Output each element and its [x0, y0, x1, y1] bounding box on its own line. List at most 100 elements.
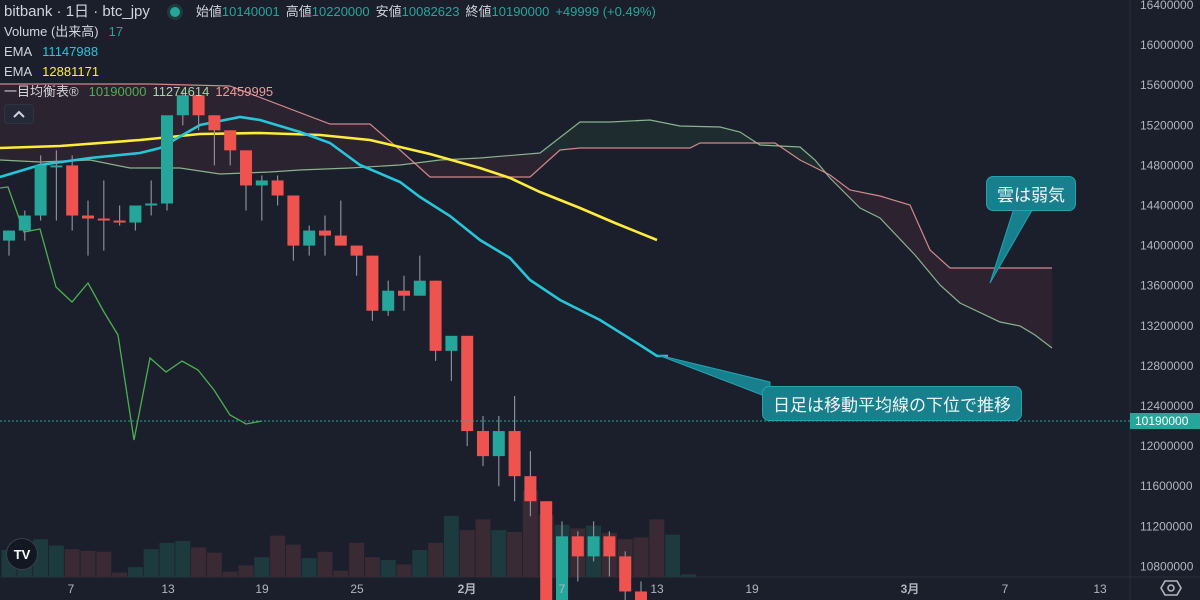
ema-slow-legend[interactable]: EMA 12881171: [4, 62, 656, 82]
candle-body: [224, 130, 237, 151]
chevron-up-icon: [13, 110, 25, 118]
symbol-title: bitbank · 1日 · btc_jpy: [4, 3, 150, 20]
chart-legend: bitbank · 1日 · btc_jpy 始値 10140001 高値 1022…: [4, 2, 656, 102]
candle-body: [571, 536, 584, 557]
candle-body: [382, 290, 395, 311]
high-label: 高値: [285, 4, 312, 19]
volume-bar: [633, 537, 649, 577]
volume-bar: [254, 557, 270, 577]
price-tick: 16400000: [1140, 0, 1194, 12]
volume-label: Volume (出来高): [4, 24, 99, 39]
time-tick: 7: [559, 582, 566, 596]
ichimoku-label: 一目均衡表®: [4, 84, 79, 99]
volume-bar: [143, 549, 159, 577]
ema-fast-legend[interactable]: EMA 11147988: [4, 42, 656, 62]
price-tick: 16000000: [1140, 38, 1194, 52]
volume-value: 17: [108, 24, 124, 39]
volume-bar: [649, 519, 665, 577]
volume-bar: [301, 558, 317, 577]
volume-legend[interactable]: Volume (出来高) 17: [4, 22, 656, 42]
volume-bar: [380, 559, 396, 577]
candle-body: [255, 180, 268, 186]
low-label: 安値: [375, 4, 402, 19]
volume-bar: [428, 542, 444, 577]
ichimoku-cloud: [0, 83, 1053, 349]
collapse-legend-button[interactable]: [4, 104, 34, 124]
ema-fast-line: [0, 115, 668, 358]
volume-bar: [127, 567, 143, 577]
high-value: 10220000: [311, 4, 370, 19]
cloud-note-callout[interactable]: 雲は弱気: [986, 176, 1076, 211]
time-tick: 13: [650, 582, 664, 596]
candle-body: [3, 230, 15, 241]
time-tick: 3月: [901, 582, 920, 596]
tradingview-logo[interactable]: TV: [6, 538, 38, 570]
volume-bar: [64, 549, 80, 577]
candle-body: [429, 280, 442, 351]
time-tick: 19: [255, 582, 269, 596]
candle-body: [366, 255, 379, 311]
candle-body: [508, 431, 521, 477]
price-tick: 11600000: [1140, 479, 1193, 493]
open-value: 10140001: [221, 4, 280, 19]
candle-body: [129, 205, 142, 223]
candle-body: [208, 115, 221, 131]
candle-body: [445, 335, 458, 351]
candle-body: [18, 215, 31, 231]
volume-bar: [412, 550, 428, 577]
candle-note-callout[interactable]: 日足は移動平均線の下位で推移: [762, 386, 1022, 421]
volume-bar: [238, 565, 254, 577]
ema-fast-label: EMA: [4, 44, 33, 59]
volume-bar: [222, 571, 238, 577]
candle-body: [66, 165, 79, 216]
price-tick: 10800000: [1140, 559, 1194, 573]
volume-bar: [507, 532, 523, 577]
price-tick: 13200000: [1140, 319, 1194, 333]
volume-bar: [270, 535, 286, 577]
candle-body: [240, 150, 252, 186]
volume-bar: [48, 545, 64, 577]
candle-body: [603, 536, 616, 557]
current-price-tag: 10190000: [1130, 413, 1200, 429]
candle-body: [161, 115, 173, 204]
candle-body: [492, 431, 505, 457]
candle-body: [461, 335, 474, 432]
ichimoku-span-a-value: 11274614: [152, 84, 210, 99]
candle-body: [113, 220, 126, 223]
indicator-lines: [0, 115, 668, 441]
volume-bar: [364, 557, 380, 577]
volume-bar: [491, 530, 507, 577]
open-label: 始値: [195, 4, 222, 19]
candle-body: [192, 95, 205, 116]
candle-body: [477, 431, 489, 457]
close-value: 10190000: [491, 4, 550, 19]
volume-bar: [80, 550, 96, 577]
ichimoku-legend[interactable]: 一目均衡表® 10190000 11274614 12459995: [4, 82, 656, 102]
candle-body: [82, 215, 94, 219]
senkou-span-b-line: [0, 83, 1052, 269]
price-tick: 11200000: [1140, 519, 1193, 533]
settings-icon[interactable]: [1160, 580, 1182, 596]
candle-body: [176, 95, 189, 116]
price-tick: 12400000: [1140, 399, 1194, 413]
ema-slow-line: [0, 131, 658, 242]
candle-body: [145, 203, 158, 206]
candle-body: [413, 280, 426, 296]
price-tick: 13600000: [1140, 279, 1194, 293]
candle-body: [540, 501, 553, 600]
volume-bar: [285, 544, 301, 577]
candle-body: [303, 230, 316, 246]
time-tick: 2月: [458, 582, 477, 596]
time-tick: 13: [161, 582, 175, 596]
candle-body: [619, 556, 632, 592]
price-tick: 14800000: [1140, 158, 1194, 172]
volume-bar: [443, 515, 459, 577]
ichimoku-lagging-value: 10190000: [88, 84, 147, 99]
volume-bar: [159, 542, 175, 577]
volume-bar: [459, 530, 475, 577]
volume-bar: [206, 552, 222, 577]
volume-bar: [112, 572, 128, 577]
time-tick: 7: [68, 582, 75, 596]
volume-bar: [96, 551, 112, 577]
